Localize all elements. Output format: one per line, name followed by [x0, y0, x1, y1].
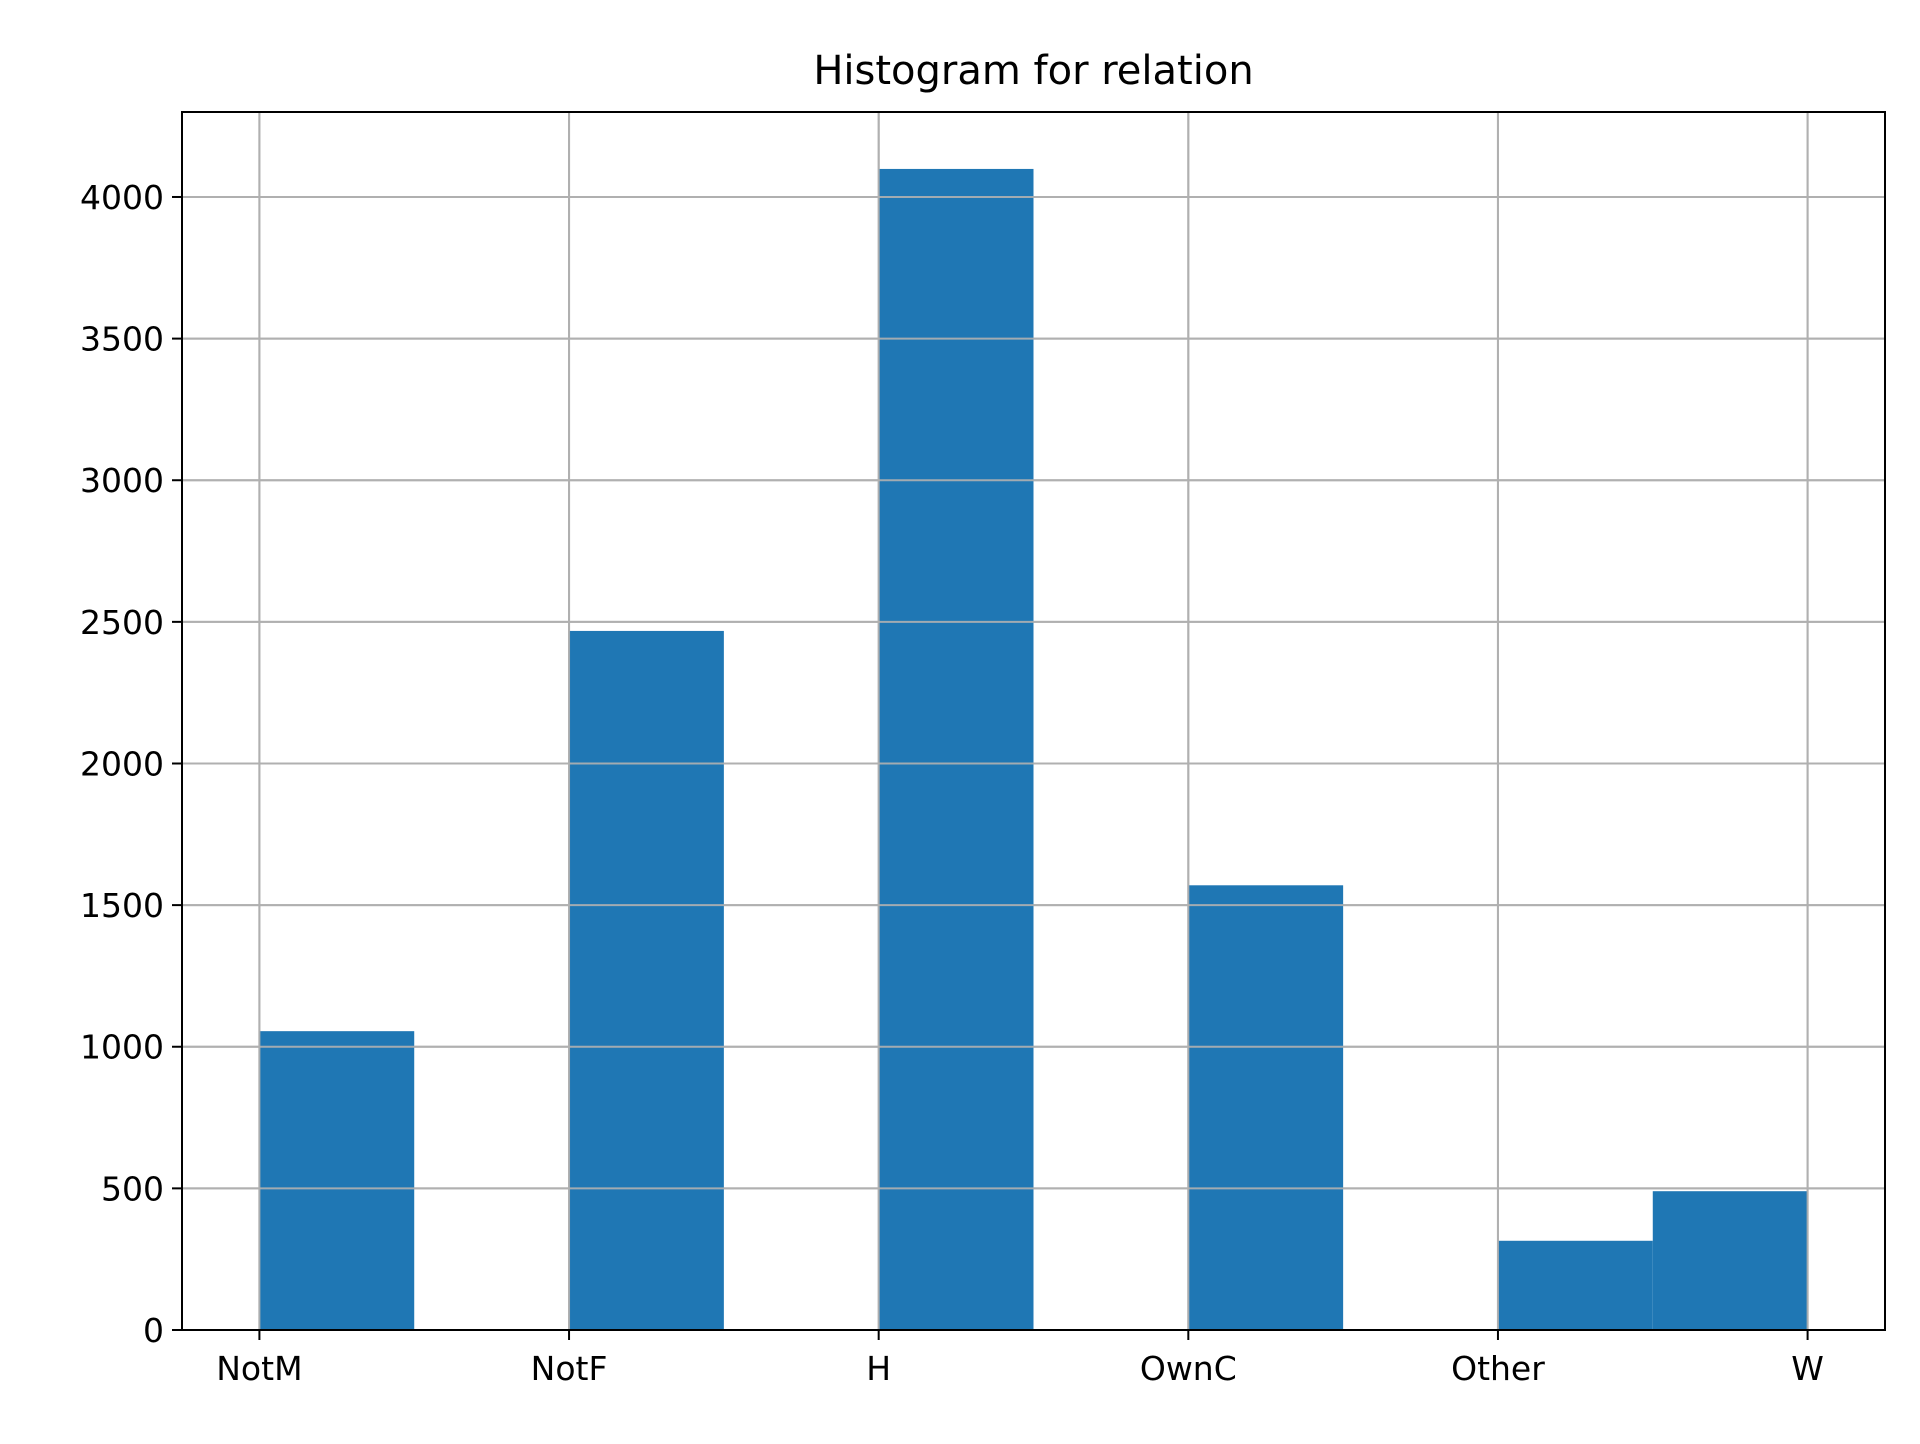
y-tick-label: 3500: [80, 320, 164, 359]
y-tick-label: 2500: [80, 603, 164, 642]
histogram-bar: [1188, 885, 1344, 1330]
x-tick-label: Other: [1451, 1349, 1545, 1388]
x-tick-label: NotF: [531, 1349, 608, 1388]
y-tick-label: 2000: [80, 744, 164, 783]
y-tick-label: 500: [101, 1169, 164, 1208]
axis-ticks: 0 500 1000 1500 2000 2500 3000 3500 4000 NotM NotF…: [80, 178, 1824, 1388]
x-tick-label: W: [1791, 1349, 1824, 1388]
x-tick-label: NotM: [216, 1349, 302, 1388]
chart-title: Histogram for relation: [813, 48, 1253, 94]
histogram-bar: [878, 168, 1034, 1330]
x-tick-label: H: [866, 1349, 891, 1388]
x-tick-label: OwnC: [1140, 1349, 1237, 1388]
y-tick-label: 4000: [80, 178, 164, 217]
histogram-bar: [1497, 1240, 1653, 1330]
y-tick-label: 1000: [80, 1028, 164, 1067]
histogram-bar: [1652, 1191, 1808, 1330]
y-tick-label: 1500: [80, 886, 164, 925]
histogram-bar: [259, 1031, 415, 1330]
plot-frame: [181, 111, 1886, 1331]
y-tick-label: 0: [143, 1311, 164, 1350]
histogram-bar: [569, 630, 724, 1330]
bars: [182, 112, 1885, 1330]
y-tick-label: 3000: [80, 461, 164, 500]
